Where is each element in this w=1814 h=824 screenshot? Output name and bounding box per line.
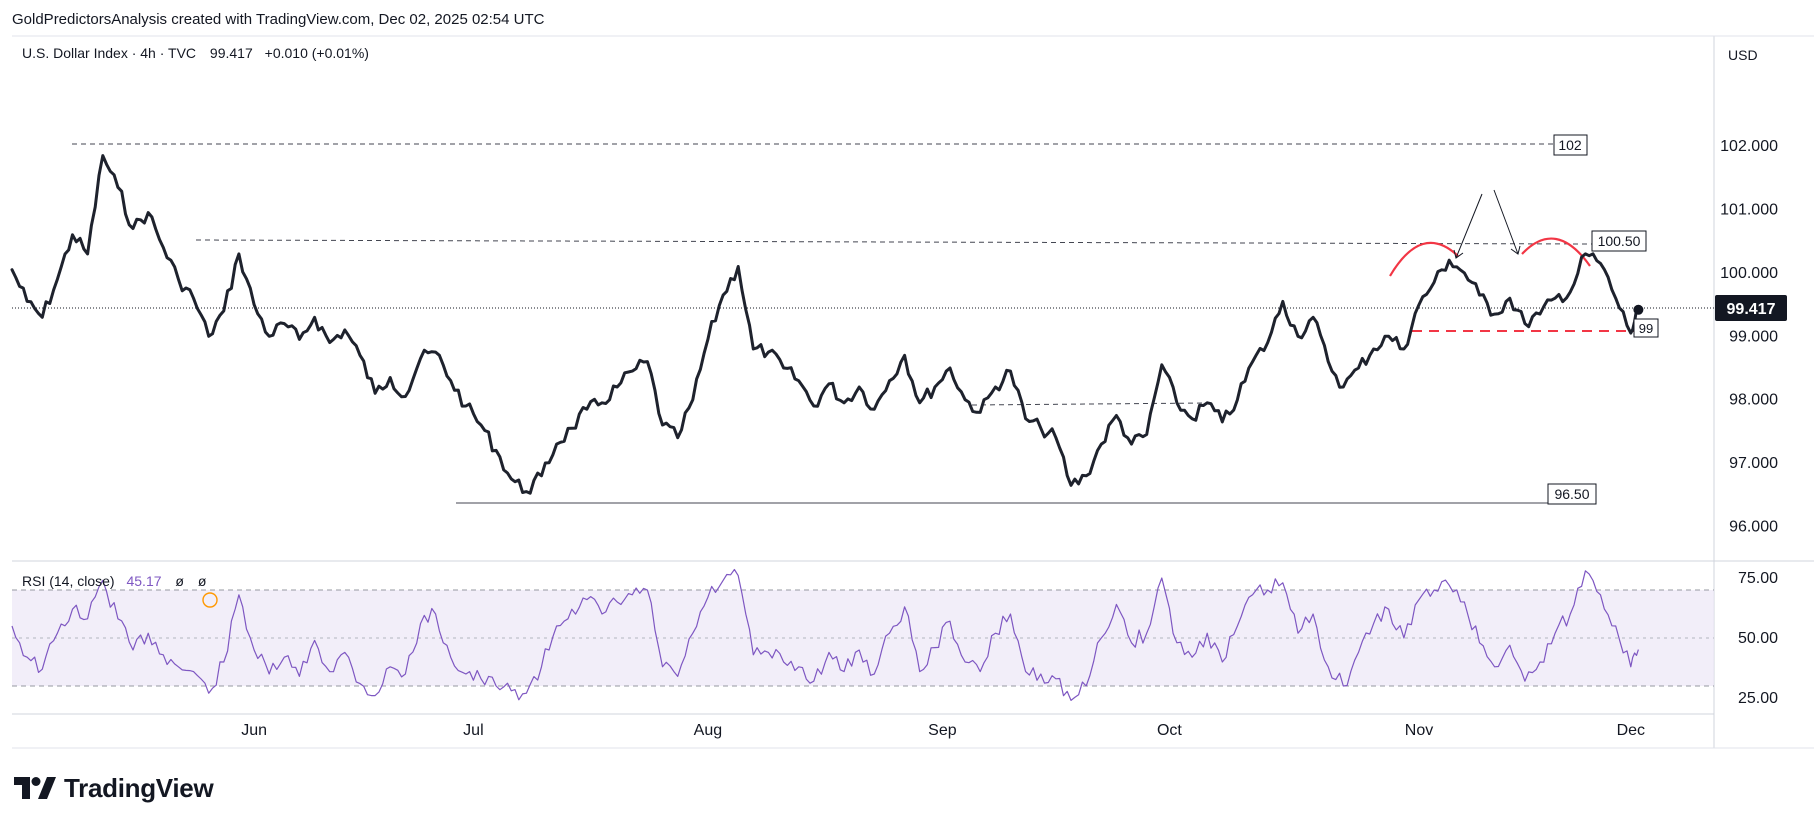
arrow-to-right-top[interactable]	[1493, 189, 1521, 255]
level-100-50-text: 100.50	[1598, 233, 1641, 249]
rsi-series-line[interactable]	[11, 568, 1639, 701]
last-price-badge-text: 99.417	[1727, 301, 1776, 318]
rsi-extra-2: ø	[198, 573, 207, 589]
symbol-change: +0.010 (+0.01%)	[265, 45, 369, 61]
level-102-label[interactable]: 102	[1553, 134, 1588, 156]
price-tick-label: 100.000	[1720, 265, 1778, 282]
rsi-divergence-marker[interactable]	[202, 592, 218, 608]
rsi-tick-label: 25.00	[1738, 690, 1778, 707]
time-tick-label: Aug	[694, 722, 722, 739]
symbol-last: 99.417	[210, 45, 253, 61]
rsi-tick-label: 75.00	[1738, 570, 1778, 587]
arrow-to-left-top[interactable]	[1453, 193, 1483, 259]
symbol-name: U.S. Dollar Index · 4h · TVC	[22, 45, 196, 61]
price-tick-label: 102.000	[1720, 138, 1778, 155]
time-tick-label: Oct	[1157, 722, 1182, 739]
time-tick-label: Nov	[1405, 722, 1433, 739]
currency-label: USD	[1728, 47, 1758, 63]
price-series-line[interactable]	[10, 154, 1640, 495]
last-price-badge: 99.417	[1715, 295, 1787, 321]
level-98-mid-line[interactable]	[971, 402, 1209, 406]
price-tick-label: 101.000	[1720, 202, 1778, 219]
rsi-extra-1: ø	[175, 573, 184, 589]
level-96-50-text: 96.50	[1554, 486, 1589, 502]
tradingview-logo-text: TradingView	[64, 772, 214, 803]
symbol-legend[interactable]: U.S. Dollar Index · 4h · TVC 99.417 +0.0…	[22, 45, 369, 61]
last-price-marker[interactable]	[1633, 304, 1644, 315]
price-tick-label: 97.000	[1729, 455, 1778, 472]
price-tick-label: 98.000	[1729, 392, 1778, 409]
level-102-text: 102	[1558, 137, 1582, 153]
price-axis-ticks: 96.000 97.000 98.000 99.000 100.000 101.000 10…	[1720, 138, 1778, 535]
rsi-band-background	[12, 590, 1714, 686]
currency-selector[interactable]: USD	[1718, 40, 1808, 70]
time-tick-label: Jul	[463, 722, 483, 739]
rsi-axis-ticks: 25.00 50.00 75.00	[1738, 570, 1778, 707]
tradingview-logo[interactable]: TradingView	[14, 770, 214, 806]
price-tick-label: 96.000	[1729, 519, 1778, 536]
level-99-label[interactable]: 99	[1633, 318, 1659, 338]
rsi-tick-label: 50.00	[1738, 630, 1778, 647]
time-axis-ticks: Jun Jul Aug Sep Oct Nov Dec	[241, 722, 1645, 739]
double-top-arc-left[interactable]	[1389, 241, 1459, 277]
price-tick-label: 99.000	[1729, 328, 1778, 345]
time-tick-label: Dec	[1617, 722, 1645, 739]
time-tick-label: Jun	[241, 722, 267, 739]
level-96-50-label[interactable]: 96.50	[1547, 483, 1597, 505]
tradingview-logo-icon	[14, 777, 56, 799]
level-100-50-label[interactable]: 100.50	[1591, 230, 1647, 252]
level-100-50-line[interactable]	[195, 239, 1593, 245]
rsi-value: 45.17	[126, 573, 161, 589]
chart-attribution: GoldPredictorsAnalysis created with Trad…	[12, 11, 545, 28]
level-99-text: 99	[1639, 321, 1653, 336]
rsi-label: RSI (14, close)	[22, 573, 115, 589]
rsi-legend[interactable]: RSI (14, close) 45.17 ø ø	[22, 573, 207, 589]
time-tick-label: Sep	[928, 722, 957, 739]
